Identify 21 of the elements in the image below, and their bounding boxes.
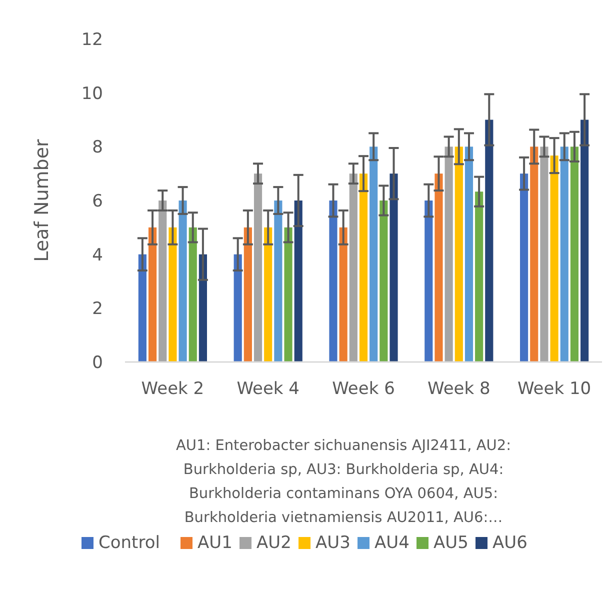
x-tick-label: Week 4 bbox=[236, 379, 300, 399]
y-tick-label: 6 bbox=[92, 191, 103, 212]
legend-label: AU2 bbox=[256, 533, 292, 553]
x-tick-label: Week 6 bbox=[332, 379, 395, 399]
y-tick-label: 12 bbox=[81, 30, 103, 50]
legend-label: AU1 bbox=[198, 533, 232, 553]
y-tick-label: 0 bbox=[92, 352, 103, 373]
legend-label: AU3 bbox=[316, 533, 350, 553]
x-tick-label: Week 2 bbox=[141, 379, 204, 399]
y-tick-label: 2 bbox=[92, 299, 103, 320]
y-axis-title: Leaf Number bbox=[31, 138, 53, 262]
y-tick-label: 10 bbox=[81, 84, 103, 104]
y-tick-label: 4 bbox=[92, 245, 103, 266]
x-tick-label: Week 10 bbox=[517, 379, 592, 399]
legend-label: Control bbox=[98, 533, 160, 553]
x-tick-label: Week 8 bbox=[428, 379, 490, 399]
legend-label: AU5 bbox=[434, 533, 468, 553]
legend-label: AU4 bbox=[374, 533, 410, 553]
text: AU1: Enterobacter sichuanensis AJI2411, AU2: Burkholderia sp, AU3: Burkholderia sp, AU4: Burkholderia contaminans OYA 0604, AU5: Burkholderia vietnamiensis AU2011, AU6:… bbox=[176, 438, 512, 526]
y-tick-label: 8 bbox=[92, 138, 103, 158]
legend-label: AU6 bbox=[492, 533, 528, 553]
